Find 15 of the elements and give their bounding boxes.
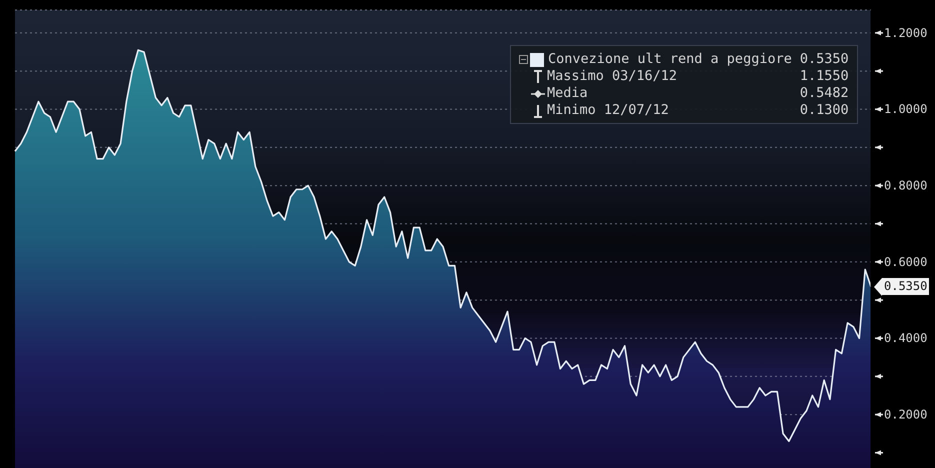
y-tick-label: 0.6000 xyxy=(884,254,928,269)
annotation: Media xyxy=(547,85,589,102)
annotation: Minimo 12/07/12 xyxy=(547,102,670,119)
annotation: 0.5350 xyxy=(800,51,849,68)
y-tick-label: 0.4000 xyxy=(884,331,928,346)
annotation: 1.1550 xyxy=(800,68,849,85)
y-tick-label: 0.8000 xyxy=(884,178,928,193)
annotation: Massimo 03/16/12 xyxy=(547,68,678,85)
y-tick-label: 1.0000 xyxy=(884,102,928,116)
text: 0.5350 xyxy=(882,278,930,296)
y-tick-label: 0.2000 xyxy=(884,408,928,422)
annotation: 0.5482 xyxy=(800,85,849,102)
y-tick-label: 1.2000 xyxy=(884,26,928,40)
annotation: 0.1300 xyxy=(800,102,849,119)
legend-label: Convezione ult rend a peggiore xyxy=(548,51,792,68)
